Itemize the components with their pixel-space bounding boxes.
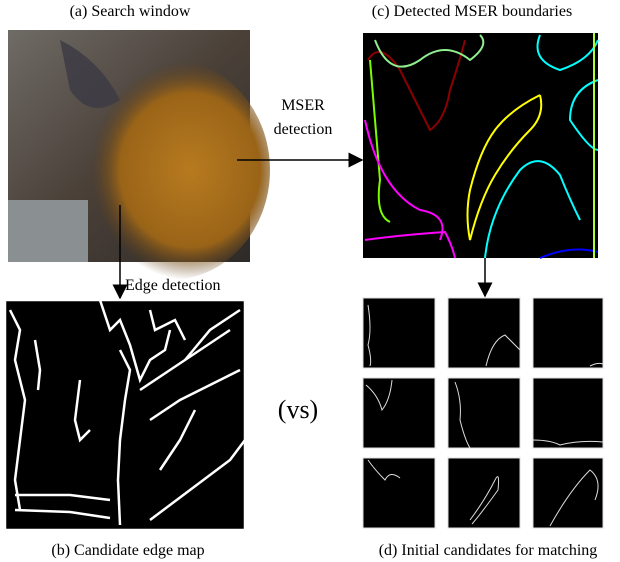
arrow-label: MSER: [281, 97, 325, 114]
edge-map-image: [5, 300, 245, 530]
caption-b: (b) Candidate edge map: [51, 542, 204, 559]
arrow-label: Edge detection: [125, 277, 221, 294]
candidate-grid: [363, 298, 603, 528]
caption-d: (d) Initial candidates for matching: [379, 542, 598, 559]
caption-a: (a) Search window: [70, 3, 191, 20]
figure: (a) Search window (c) Detected MSER boun…: [0, 0, 620, 562]
mser-image: [363, 33, 598, 258]
caption-c: (c) Detected MSER boundaries: [372, 3, 572, 20]
search-window-image: [8, 30, 270, 280]
comparison-label: (vs): [278, 395, 318, 424]
arrow-label: detection: [274, 121, 333, 138]
